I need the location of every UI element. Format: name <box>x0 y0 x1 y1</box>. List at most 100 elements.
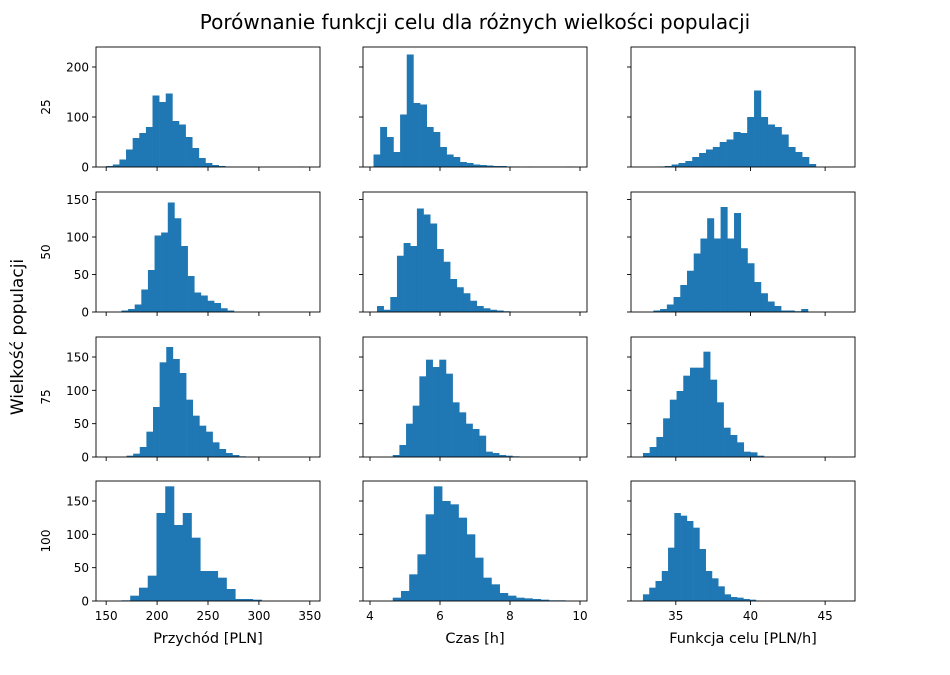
histogram-bar <box>661 571 669 601</box>
histogram-bar <box>642 594 650 601</box>
histogram-bar <box>185 137 193 167</box>
histogram-bar <box>532 599 542 601</box>
histogram-bar <box>138 587 149 601</box>
histogram-bar <box>459 412 467 457</box>
histogram-bar <box>121 310 129 312</box>
histogram-bar <box>718 586 725 601</box>
histogram-bar <box>179 373 187 457</box>
histogram-bar <box>399 445 407 457</box>
histogram-bar <box>671 164 679 167</box>
x-tick-label: 200 <box>146 609 169 623</box>
histogram-bar <box>656 437 664 457</box>
histogram-bar <box>172 359 180 457</box>
y-tick-label: 150 <box>66 351 89 365</box>
histogram-bar <box>465 423 473 457</box>
histogram-bar <box>212 165 219 167</box>
x-tick-label: 6 <box>436 609 444 623</box>
histogram-bar <box>486 165 494 167</box>
histogram-bar <box>760 117 769 167</box>
histogram-bar <box>490 309 497 312</box>
panel-50-time <box>359 191 588 316</box>
histogram-bar <box>209 571 219 601</box>
histogram-bar <box>439 359 447 457</box>
histogram-bar <box>400 591 410 601</box>
histogram-bar <box>774 127 782 167</box>
histogram-bar <box>433 132 441 167</box>
histogram-bar <box>182 513 192 601</box>
histogram-bar <box>442 501 451 601</box>
histogram-bar <box>186 399 194 457</box>
panel-25-time <box>359 46 588 171</box>
histogram-bar <box>386 137 394 167</box>
histogram-bar <box>200 295 208 312</box>
histogram-bar <box>417 554 426 601</box>
histogram-bar <box>430 223 438 312</box>
histogram-bar <box>733 132 741 167</box>
histogram-bar <box>492 453 500 457</box>
y-tick-label: 0 <box>81 451 89 465</box>
histogram-bar <box>483 577 492 601</box>
histogram-bar <box>737 597 744 601</box>
histogram-bar <box>499 455 507 457</box>
histogram-bar <box>686 521 694 601</box>
histogram-bar <box>673 297 681 312</box>
histogram-bar <box>192 415 200 457</box>
axes-frame <box>362 480 588 602</box>
y-tick-label: 100 <box>66 528 89 542</box>
histogram-bar <box>141 289 149 312</box>
histogram-bar <box>413 103 421 167</box>
histogram-bar <box>393 152 401 167</box>
x-tick-label: 300 <box>247 609 270 623</box>
histogram-bar <box>426 127 434 167</box>
histogram-bar <box>466 163 474 167</box>
panel-50-objective <box>627 191 856 316</box>
y-tick-label: 50 <box>74 417 89 431</box>
y-tick-label: 50 <box>74 561 89 575</box>
histogram-bar <box>760 293 768 312</box>
histogram-bar <box>774 306 782 312</box>
histogram-bar <box>191 537 201 601</box>
panel-75-revenue: 0 50 100 150 75 <box>39 336 321 465</box>
histogram-bar <box>719 142 727 167</box>
row-label: 100 <box>39 530 53 553</box>
histogram-bar <box>787 310 795 312</box>
histogram-bar <box>161 232 169 312</box>
histogram-bar <box>781 310 789 312</box>
histogram-bar <box>705 149 714 167</box>
histogram-bar <box>683 375 691 457</box>
histogram-bar <box>166 347 174 457</box>
x-axis-label: Przychód [PLN] <box>153 631 262 647</box>
histogram-bar <box>680 285 688 312</box>
histogram-bar <box>132 138 140 167</box>
x-tick-label: 40 <box>743 609 758 623</box>
histogram-bar <box>743 451 751 457</box>
histogram-bar <box>788 147 796 167</box>
histogram-bar <box>669 399 677 457</box>
histogram-bar <box>499 593 509 601</box>
histogram-bar <box>133 453 141 457</box>
axes-frame <box>362 336 588 458</box>
histogram-bar <box>453 157 461 167</box>
histogram-bar <box>801 309 809 312</box>
histogram-bar <box>485 451 493 457</box>
x-tick-label: 4 <box>366 609 374 623</box>
x-tick-label: 350 <box>298 609 321 623</box>
histogram-bar <box>112 164 120 167</box>
histogram-bar <box>740 248 748 312</box>
histogram-bar <box>663 418 671 457</box>
histogram-bar <box>726 139 734 167</box>
histogram-bar <box>540 599 550 601</box>
histogram-bar <box>219 449 227 457</box>
histogram-bar <box>458 517 468 601</box>
histogram-bar <box>440 147 447 167</box>
histogram-bar <box>373 154 381 167</box>
histogram-bar <box>433 486 443 601</box>
histogram-bar <box>445 373 453 457</box>
histogram-bar <box>165 486 175 601</box>
histogram-bar <box>128 309 135 312</box>
histogram-bar <box>475 557 484 601</box>
histogram-bar <box>678 163 686 167</box>
axes-frame <box>95 46 321 168</box>
row-label: 75 <box>39 389 53 404</box>
histogram-bar <box>668 547 675 601</box>
